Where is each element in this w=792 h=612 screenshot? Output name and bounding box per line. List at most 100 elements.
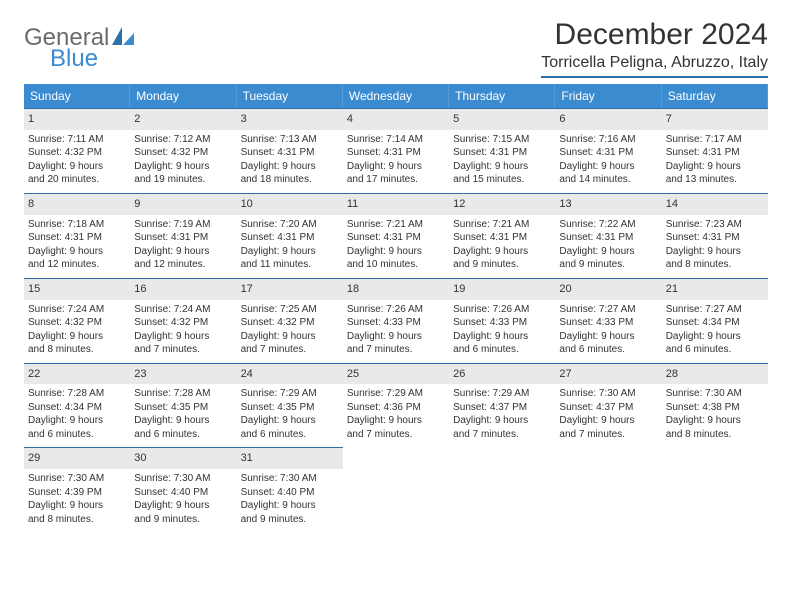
day-info-line: Sunset: 4:37 PM [559, 401, 657, 415]
location-label: Torricella Peligna, Abruzzo, Italy [541, 54, 768, 78]
calendar-cell: 18Sunrise: 7:26 AMSunset: 4:33 PMDayligh… [343, 278, 449, 363]
calendar-cell: 26Sunrise: 7:29 AMSunset: 4:37 PMDayligh… [449, 363, 555, 448]
calendar-cell: 7Sunrise: 7:17 AMSunset: 4:31 PMDaylight… [662, 108, 768, 193]
day-info-line: Daylight: 9 hours [666, 414, 764, 428]
day-number: 27 [555, 364, 661, 385]
day-info-line: and 15 minutes. [453, 173, 551, 187]
day-info-line: Sunrise: 7:25 AM [241, 303, 339, 317]
day-info-line: Daylight: 9 hours [28, 414, 126, 428]
day-number: 7 [662, 109, 768, 130]
day-info-line: and 6 minutes. [453, 343, 551, 357]
day-number: 28 [662, 364, 768, 385]
day-info-line: and 12 minutes. [28, 258, 126, 272]
day-number: 1 [24, 109, 130, 130]
day-info-line: Sunrise: 7:23 AM [666, 218, 764, 232]
calendar-cell: 23Sunrise: 7:28 AMSunset: 4:35 PMDayligh… [130, 363, 236, 448]
day-info-line: Daylight: 9 hours [559, 245, 657, 259]
day-info-line: Sunrise: 7:19 AM [134, 218, 232, 232]
calendar-cell: 2Sunrise: 7:12 AMSunset: 4:32 PMDaylight… [130, 108, 236, 193]
day-info-line: Sunset: 4:31 PM [347, 231, 445, 245]
day-info-line: Sunrise: 7:24 AM [134, 303, 232, 317]
day-info-line: and 19 minutes. [134, 173, 232, 187]
day-info-line: and 8 minutes. [666, 258, 764, 272]
calendar-cell: 27Sunrise: 7:30 AMSunset: 4:37 PMDayligh… [555, 363, 661, 448]
calendar-cell: 17Sunrise: 7:25 AMSunset: 4:32 PMDayligh… [237, 278, 343, 363]
day-info-line: Sunrise: 7:29 AM [347, 387, 445, 401]
day-info-line: Daylight: 9 hours [453, 414, 551, 428]
day-number: 3 [237, 109, 343, 130]
calendar-cell: 13Sunrise: 7:22 AMSunset: 4:31 PMDayligh… [555, 193, 661, 278]
day-info-line: Daylight: 9 hours [666, 245, 764, 259]
calendar-cell: 24Sunrise: 7:29 AMSunset: 4:35 PMDayligh… [237, 363, 343, 448]
day-info-line: Sunrise: 7:20 AM [241, 218, 339, 232]
day-info-line: Sunrise: 7:11 AM [28, 133, 126, 147]
day-info-line: Sunset: 4:31 PM [453, 231, 551, 245]
day-info-line: Sunset: 4:36 PM [347, 401, 445, 415]
day-info-line: Sunrise: 7:30 AM [28, 472, 126, 486]
day-info-line: Daylight: 9 hours [453, 330, 551, 344]
day-info-line: Daylight: 9 hours [347, 160, 445, 174]
day-info-line: Sunset: 4:31 PM [134, 231, 232, 245]
day-info-line: Daylight: 9 hours [241, 245, 339, 259]
calendar-cell: 8Sunrise: 7:18 AMSunset: 4:31 PMDaylight… [24, 193, 130, 278]
day-info-line: Sunset: 4:40 PM [134, 486, 232, 500]
calendar-cell [449, 447, 555, 532]
day-number: 6 [555, 109, 661, 130]
day-info-line: and 13 minutes. [666, 173, 764, 187]
day-info-line: Sunset: 4:31 PM [666, 231, 764, 245]
calendar-cell: 19Sunrise: 7:26 AMSunset: 4:33 PMDayligh… [449, 278, 555, 363]
day-info-line: Daylight: 9 hours [28, 160, 126, 174]
day-info-line: Sunset: 4:31 PM [559, 146, 657, 160]
day-info-line: and 9 minutes. [453, 258, 551, 272]
day-info-line: Sunrise: 7:21 AM [453, 218, 551, 232]
day-info-line: Daylight: 9 hours [134, 160, 232, 174]
calendar-cell: 14Sunrise: 7:23 AMSunset: 4:31 PMDayligh… [662, 193, 768, 278]
day-info-line: and 8 minutes. [666, 428, 764, 442]
day-number: 2 [130, 109, 236, 130]
day-info-line: Sunset: 4:34 PM [666, 316, 764, 330]
day-info-line: Sunset: 4:35 PM [134, 401, 232, 415]
calendar-cell: 9Sunrise: 7:19 AMSunset: 4:31 PMDaylight… [130, 193, 236, 278]
day-info-line: Sunrise: 7:29 AM [453, 387, 551, 401]
dow-header: Wednesday [343, 84, 449, 108]
day-info-line: Sunrise: 7:22 AM [559, 218, 657, 232]
day-info-line: and 11 minutes. [241, 258, 339, 272]
day-info-line: Daylight: 9 hours [666, 160, 764, 174]
day-info-line: Sunset: 4:33 PM [347, 316, 445, 330]
day-info-line: Sunset: 4:32 PM [134, 146, 232, 160]
day-info-line: Sunrise: 7:18 AM [28, 218, 126, 232]
calendar-cell: 3Sunrise: 7:13 AMSunset: 4:31 PMDaylight… [237, 108, 343, 193]
day-info-line: and 6 minutes. [559, 343, 657, 357]
day-number: 26 [449, 364, 555, 385]
day-number: 25 [343, 364, 449, 385]
day-info-line: and 7 minutes. [559, 428, 657, 442]
day-info-line: Sunset: 4:32 PM [241, 316, 339, 330]
day-info-line: and 8 minutes. [28, 513, 126, 527]
day-info-line: Daylight: 9 hours [559, 414, 657, 428]
calendar-cell: 31Sunrise: 7:30 AMSunset: 4:40 PMDayligh… [237, 447, 343, 532]
calendar-cell: 5Sunrise: 7:15 AMSunset: 4:31 PMDaylight… [449, 108, 555, 193]
day-info-line: and 9 minutes. [241, 513, 339, 527]
day-number: 18 [343, 279, 449, 300]
day-info-line: and 7 minutes. [453, 428, 551, 442]
day-info-line: Sunset: 4:39 PM [28, 486, 126, 500]
dow-header: Saturday [662, 84, 768, 108]
calendar-cell [662, 447, 768, 532]
day-info-line: Daylight: 9 hours [134, 245, 232, 259]
day-info-line: Sunset: 4:35 PM [241, 401, 339, 415]
day-info-line: Sunset: 4:31 PM [453, 146, 551, 160]
calendar-cell: 6Sunrise: 7:16 AMSunset: 4:31 PMDaylight… [555, 108, 661, 193]
day-info-line: and 17 minutes. [347, 173, 445, 187]
dow-header: Friday [555, 84, 661, 108]
calendar-grid: SundayMondayTuesdayWednesdayThursdayFrid… [24, 84, 768, 532]
day-info-line: Sunset: 4:32 PM [28, 316, 126, 330]
day-number: 17 [237, 279, 343, 300]
day-info-line: Sunset: 4:40 PM [241, 486, 339, 500]
day-number: 19 [449, 279, 555, 300]
day-number: 8 [24, 194, 130, 215]
day-info-line: Sunset: 4:31 PM [241, 146, 339, 160]
month-title: December 2024 [541, 18, 768, 52]
day-info-line: and 6 minutes. [666, 343, 764, 357]
calendar-cell: 11Sunrise: 7:21 AMSunset: 4:31 PMDayligh… [343, 193, 449, 278]
day-info-line: and 12 minutes. [134, 258, 232, 272]
